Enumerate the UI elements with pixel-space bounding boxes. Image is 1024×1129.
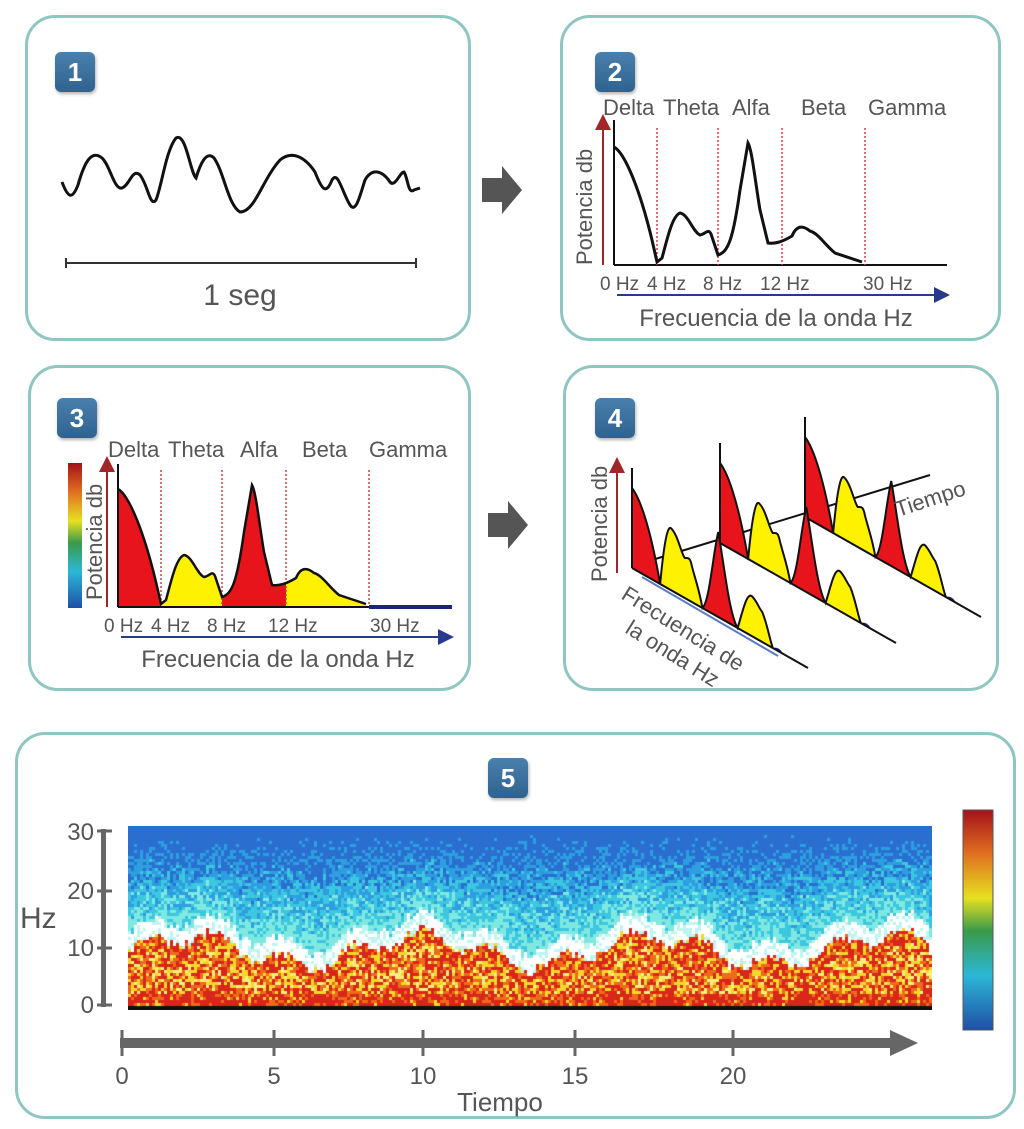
x-tick: 15: [562, 1063, 589, 1090]
x-tick: 0: [115, 1063, 128, 1090]
x-tick: 5: [267, 1063, 280, 1090]
freq-tick: 0 Hz: [600, 274, 639, 295]
y-axis-label: Potencia db: [82, 484, 107, 600]
x-tick: 20: [720, 1063, 747, 1090]
y-axis-bar: [101, 829, 106, 1007]
freq-tick: 4 Hz: [647, 274, 686, 295]
y-axis-label: Potencia db: [572, 149, 597, 265]
band-label-theta: Theta: [168, 437, 225, 462]
freq-tick: 12 Hz: [760, 274, 810, 295]
time-axis: [651, 474, 931, 561]
eeg-waveform: [60, 136, 421, 214]
x-tick: 10: [410, 1063, 437, 1090]
spectrum-curve: [612, 141, 864, 264]
step-badge-3: 3: [57, 398, 97, 438]
freq-tick: 8 Hz: [207, 616, 246, 637]
duration-label: 1 seg: [203, 279, 276, 312]
band-label-beta: Beta: [801, 95, 847, 120]
power-spectrum-chart: [595, 114, 950, 303]
spectrogram-colorbar: [962, 809, 994, 1031]
step-badge-4: 4: [595, 398, 635, 438]
freq-tick: 4 Hz: [151, 616, 190, 637]
band-label-beta: Beta: [302, 437, 348, 462]
band-label-theta: Theta: [663, 95, 720, 120]
step-badge-2: 2: [595, 52, 635, 92]
freq-tick: 30 Hz: [863, 274, 913, 295]
freq-tick: 0 Hz: [104, 616, 143, 637]
x-axis-label: Frecuencia de la onda Hz: [141, 646, 415, 673]
band-label-delta: Delta: [603, 95, 655, 120]
arrow-right-icon: [488, 501, 528, 549]
y-axis-label: Potencia db: [587, 466, 612, 582]
x-axis-label: Tiempo: [457, 1087, 543, 1117]
delta-band-fill: [118, 489, 161, 607]
band-label-alfa: Alfa: [240, 437, 279, 462]
freq-tick: 8 Hz: [703, 274, 742, 295]
arrow-right-icon: [482, 166, 522, 214]
step-badge-5: 5: [488, 758, 528, 798]
band-label-gamma: Gamma: [369, 437, 448, 462]
y-tick: 0: [81, 992, 94, 1019]
y-axis-label: Hz: [20, 902, 57, 935]
freq-tick: 30 Hz: [370, 616, 420, 637]
band-label-delta: Delta: [108, 437, 160, 462]
y-tick: 20: [67, 878, 94, 905]
colored-spectrum-chart: [99, 456, 454, 645]
frequency-axis-arrow: [641, 576, 779, 657]
time-axis-arrow: [120, 1030, 918, 1056]
beta-band-fill: [286, 569, 369, 607]
band-label-gamma: Gamma: [868, 95, 947, 120]
band-label-alfa: Alfa: [732, 95, 771, 120]
y-tick: 30: [67, 819, 94, 846]
alfa-band-fill: [222, 485, 286, 607]
step-badge-1: 1: [55, 52, 95, 92]
freq-tick: 12 Hz: [268, 616, 318, 637]
spectrogram-image: [128, 826, 932, 1010]
y-tick: 10: [67, 935, 94, 962]
x-axis-label: Frecuencia de la onda Hz: [639, 305, 913, 332]
power-colorbar: [68, 463, 82, 608]
